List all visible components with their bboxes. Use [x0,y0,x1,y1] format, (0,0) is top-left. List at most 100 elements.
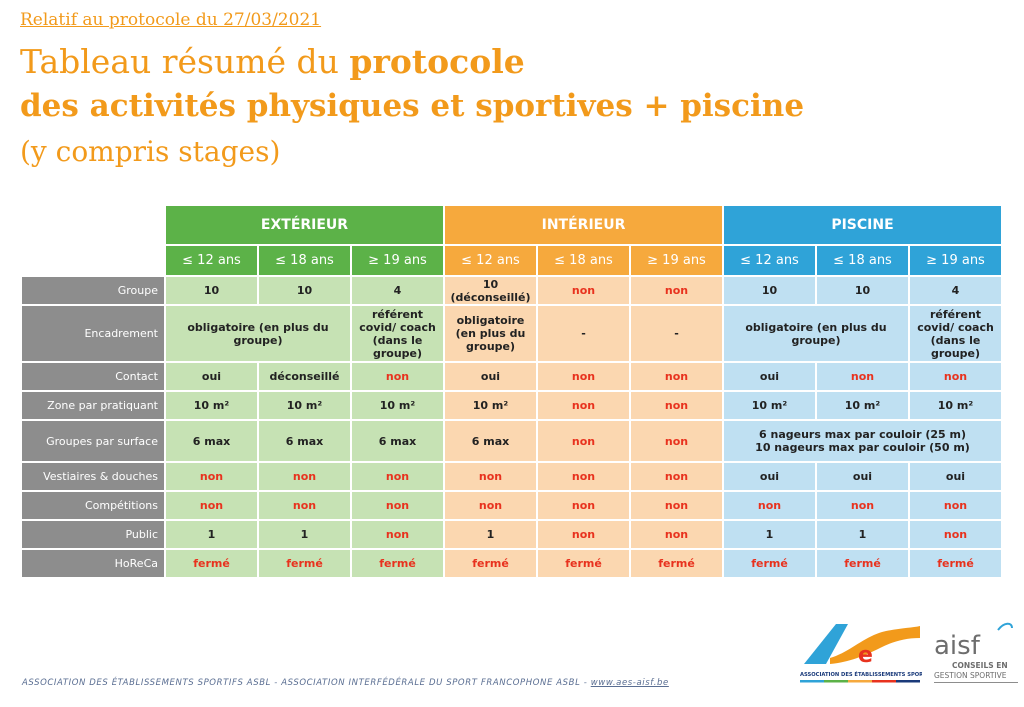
table-cell: non [817,363,908,390]
table-cell: non [631,363,722,390]
table-cell: 6 max [166,421,257,461]
table-cell: non [631,277,722,304]
table-cell: - [538,306,629,361]
table-row-surface: Groupes par surface 6 max 6 max 6 max 6 … [22,421,1001,461]
aisf-logo: aisf CONSEILS EN GESTION SPORTIVE [934,622,1018,683]
table-cell: 1 [259,521,350,548]
table-corner-age [22,246,164,275]
table-cell: non [166,463,257,490]
table-cell: fermé [910,550,1001,577]
table-cell: déconseillé [259,363,350,390]
table-cell: non [352,492,443,519]
table-cell: oui [910,463,1001,490]
table-cell: non [631,463,722,490]
table-cell: 10 [817,277,908,304]
age-header: ≤ 18 ans [538,246,629,275]
protocol-date-link[interactable]: Relatif au protocole du 27/03/2021 [20,10,322,30]
table-cell: oui [166,363,257,390]
title-line-3: (y compris stages) [20,135,281,168]
age-header: ≤ 12 ans [445,246,536,275]
table-cell: non [259,463,350,490]
aes-caption: ASSOCIATION DES ÉTABLISSEMENTS SPORTIFS [800,670,922,678]
table-cell: non [631,421,722,461]
table-cell: fermé [352,550,443,577]
row-label: Zone par pratiquant [22,392,164,419]
table-cell: référent covid/ coach (dans le groupe) [352,306,443,361]
table-cell: non [910,492,1001,519]
table-cell: - [631,306,722,361]
table-cell: 10 [259,277,350,304]
group-piscine: PISCINE [724,206,1001,244]
table-cell: 10 m² [817,392,908,419]
table-cell: non [724,492,815,519]
row-label: Contact [22,363,164,390]
table-cell: non [445,463,536,490]
row-label: Public [22,521,164,548]
table-row-zone: Zone par pratiquant 10 m² 10 m² 10 m² 10… [22,392,1001,419]
table-cell: obligatoire (en plus du groupe) [445,306,536,361]
row-label: Encadrement [22,306,164,361]
website-link[interactable]: www.aes-aisf.be [590,678,669,688]
table-cell: 1 [817,521,908,548]
age-header: ≥ 19 ans [910,246,1001,275]
table-cell: non [631,492,722,519]
table-cell: oui [817,463,908,490]
table-cell: 4 [352,277,443,304]
table-cell: 10 m² [445,392,536,419]
table-cell: 10 (déconseillé) [445,277,536,304]
table-row-encadrement: Encadrement obligatoire (en plus du grou… [22,306,1001,361]
table-row-vestiaires: Vestiaires & douches non non non non non… [22,463,1001,490]
table-cell-piscine-surface: 6 nageurs max par couloir (25 m) 10 nage… [724,421,1001,461]
footer-text: ASSOCIATION DES ÉTABLISSEMENTS SPORTIFS … [22,678,669,688]
table-cell: non [538,277,629,304]
table-cell: non [910,363,1001,390]
table-cell: 10 m² [910,392,1001,419]
table-cell: non [352,363,443,390]
table-cell: 1 [445,521,536,548]
table-cell: 6 max [445,421,536,461]
table-cell: fermé [445,550,536,577]
table-cell: fermé [817,550,908,577]
table-row-groupe: Groupe 10 10 4 10 (déconseillé) non non … [22,277,1001,304]
table-cell: non [538,363,629,390]
table-cell: 10 m² [724,392,815,419]
table-row-horeca: HoReCa fermé fermé fermé fermé fermé fer… [22,550,1001,577]
table-cell: 10 m² [166,392,257,419]
table-cell: 10 [166,277,257,304]
table-cell: non [538,492,629,519]
aes-logo: e ASSOCIATION DES ÉTABLISSEMENTS SPORTIF… [800,624,922,683]
table-cell: fermé [538,550,629,577]
age-header: ≤ 18 ans [259,246,350,275]
group-exterieur: EXTÉRIEUR [166,206,443,244]
table-cell: 6 max [259,421,350,461]
table-cell: non [910,521,1001,548]
age-header: ≤ 12 ans [166,246,257,275]
age-header: ≤ 18 ans [817,246,908,275]
row-label: Groupe [22,277,164,304]
surface-line-25m: 6 nageurs max par couloir (25 m) [759,428,966,441]
table-cell: 1 [166,521,257,548]
table-cell: 1 [724,521,815,548]
aisf-caption-2: GESTION SPORTIVE [934,671,1007,680]
table-cell: fermé [166,550,257,577]
table-cell: 4 [910,277,1001,304]
table-cell: fermé [724,550,815,577]
table-cell: non [538,521,629,548]
svg-text:e: e [858,643,873,668]
title-line-1: Tableau résumé du protocole [20,42,525,81]
group-interieur: INTÉRIEUR [445,206,722,244]
table-cell: oui [445,363,536,390]
table-cell: non [538,392,629,419]
table-cell: obligatoire (en plus du groupe) [166,306,350,361]
row-label: Compétitions [22,492,164,519]
table-cell: oui [724,363,815,390]
protocol-table: EXTÉRIEUR INTÉRIEUR PISCINE ≤ 12 ans ≤ 1… [20,204,1003,579]
table-cell: non [445,492,536,519]
aisf-word: aisf [934,631,981,661]
table-cell: obligatoire (en plus du groupe) [724,306,908,361]
age-header: ≥ 19 ans [352,246,443,275]
aisf-caption-1: CONSEILS EN [952,661,1008,670]
table-cell: non [631,392,722,419]
table-cell: non [817,492,908,519]
page-title: Tableau résumé du protocole des activité… [20,40,804,174]
